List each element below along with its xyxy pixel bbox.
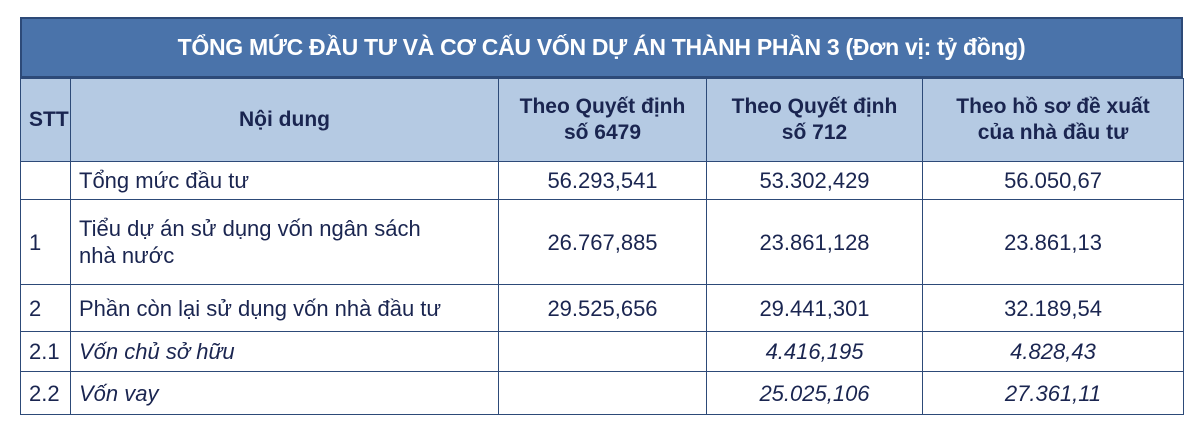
- table-row: 1 Tiểu dự án sử dụng vốn ngân sách nhà nư…: [20, 199, 1184, 285]
- investment-table: STT Nội dung Theo Quyết định số 6479 Theo…: [20, 78, 1184, 415]
- table-row: Tổng mức đầu tư 56.293,541 53.302,429 56…: [20, 161, 1184, 200]
- cell-value: 56.293,541: [498, 161, 707, 200]
- cell-value: 26.767,885: [498, 199, 707, 285]
- cell-value: 23.861,13: [922, 199, 1184, 285]
- cell-value: [498, 371, 707, 415]
- cell-value: 27.361,11: [922, 371, 1184, 415]
- cell-value: 29.441,301: [706, 284, 923, 332]
- cell-content: Tiểu dự án sử dụng vốn ngân sách nhà nước: [70, 199, 499, 285]
- table-row: 2 Phần còn lại sử dụng vốn nhà đầu tư 29…: [20, 284, 1184, 332]
- cell-stt: 2: [20, 284, 71, 332]
- header-line: số 6479: [563, 121, 642, 144]
- table-title: TỔNG MỨC ĐẦU TƯ VÀ CƠ CẤU VỐN DỰ ÁN THÀN…: [20, 17, 1183, 78]
- cell-value: 56.050,67: [922, 161, 1184, 200]
- cell-content: Vốn vay: [70, 371, 499, 415]
- header-line: Theo Quyết định: [731, 95, 898, 118]
- header-investor-proposal: Theo hồ sơ đề xuất của nhà đầu tư: [922, 78, 1184, 162]
- cell-value: 32.189,54: [922, 284, 1184, 332]
- header-stt: STT: [20, 78, 71, 162]
- cell-value: 53.302,429: [706, 161, 923, 200]
- content-line: Tiểu dự án sử dụng vốn ngân sách: [79, 216, 421, 241]
- header-row: STT Nội dung Theo Quyết định số 6479 Theo…: [20, 78, 1184, 162]
- cell-stt: 2.2: [20, 371, 71, 415]
- cell-stt: [20, 161, 71, 200]
- cell-value: 29.525,656: [498, 284, 707, 332]
- header-content: Nội dung: [70, 78, 499, 162]
- header-decision-6479: Theo Quyết định số 6479: [498, 78, 707, 162]
- header-line: số 712: [781, 121, 848, 144]
- cell-content: Tổng mức đầu tư: [70, 161, 499, 200]
- header-line: Theo hồ sơ đề xuất: [956, 95, 1150, 118]
- content-line: nhà nước: [79, 243, 175, 268]
- cell-stt: 2.1: [20, 331, 71, 372]
- cell-value: 4.828,43: [922, 331, 1184, 372]
- cell-stt: 1: [20, 199, 71, 285]
- cell-content: Phần còn lại sử dụng vốn nhà đầu tư: [70, 284, 499, 332]
- table-row: 2.1 Vốn chủ sở hữu 4.416,195 4.828,43: [20, 331, 1184, 372]
- investment-table-container: TỔNG MỨC ĐẦU TƯ VÀ CƠ CẤU VỐN DỰ ÁN THÀN…: [20, 17, 1184, 415]
- cell-value: 4.416,195: [706, 331, 923, 372]
- header-decision-712: Theo Quyết định số 712: [706, 78, 923, 162]
- cell-content: Vốn chủ sở hữu: [70, 331, 499, 372]
- cell-value: 25.025,106: [706, 371, 923, 415]
- table-row: 2.2 Vốn vay 25.025,106 27.361,11: [20, 371, 1184, 415]
- cell-value: [498, 331, 707, 372]
- cell-value: 23.861,128: [706, 199, 923, 285]
- header-line: của nhà đầu tư: [977, 121, 1129, 144]
- header-line: Theo Quyết định: [519, 95, 686, 118]
